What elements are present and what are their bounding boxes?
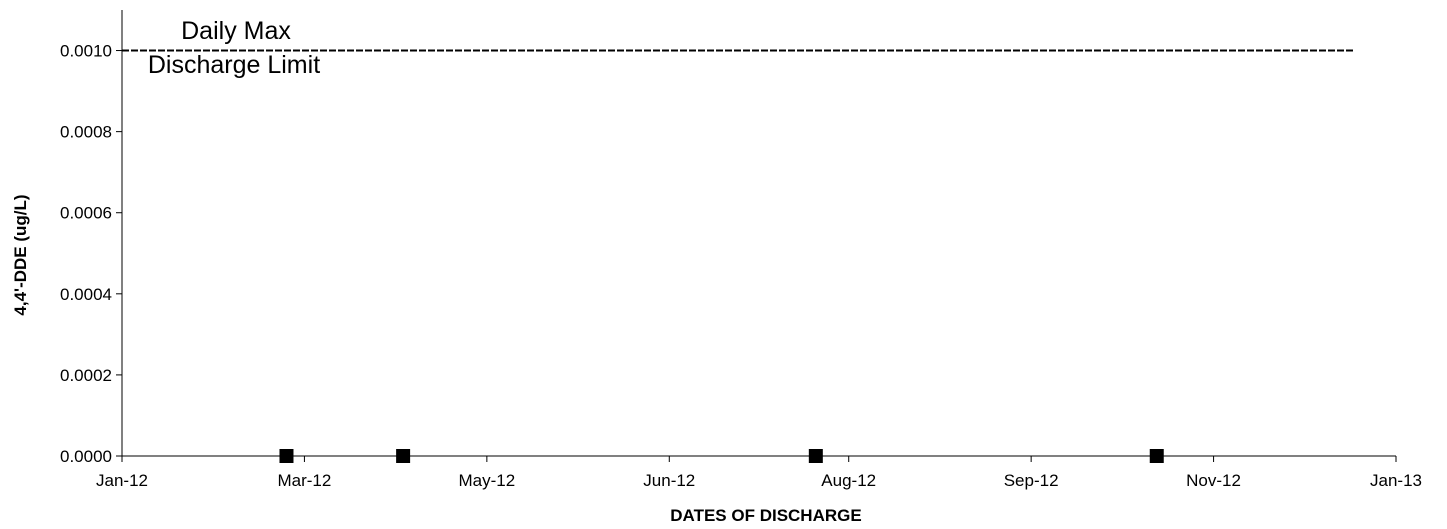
annotation-background: [128, 16, 358, 46]
x-tick-label: Nov-12: [1186, 471, 1241, 490]
x-tick-label: Sep-12: [1004, 471, 1059, 490]
x-tick-label: Jan-12: [96, 471, 148, 490]
x-tick-label: Mar-12: [277, 471, 331, 490]
y-tick-label: 0.0006: [60, 204, 112, 223]
annotation-background: [128, 52, 358, 80]
y-tick-label: 0.0002: [60, 366, 112, 385]
x-tick-label: May-12: [459, 471, 516, 490]
x-tick-label: Jun-12: [643, 471, 695, 490]
y-tick-label: 0.0004: [60, 285, 112, 304]
x-axis-title: DATES OF DISCHARGE: [670, 506, 861, 525]
annotation-daily-max: Daily Max: [181, 17, 291, 45]
data-point: [808, 449, 823, 463]
data-point: [1149, 449, 1164, 463]
annotation-discharge-limit: Discharge Limit: [148, 51, 320, 79]
x-tick-label: Jan-13: [1370, 471, 1422, 490]
y-tick-label: 0.0008: [60, 123, 112, 142]
x-tick-label: Aug-12: [821, 471, 876, 490]
data-point: [279, 449, 294, 463]
y-tick-label: 0.0010: [60, 42, 112, 61]
y-tick-label: 0.0000: [60, 447, 112, 466]
data-point: [396, 449, 411, 463]
y-axis-title: 4,4'-DDE (ug/L): [11, 194, 30, 315]
